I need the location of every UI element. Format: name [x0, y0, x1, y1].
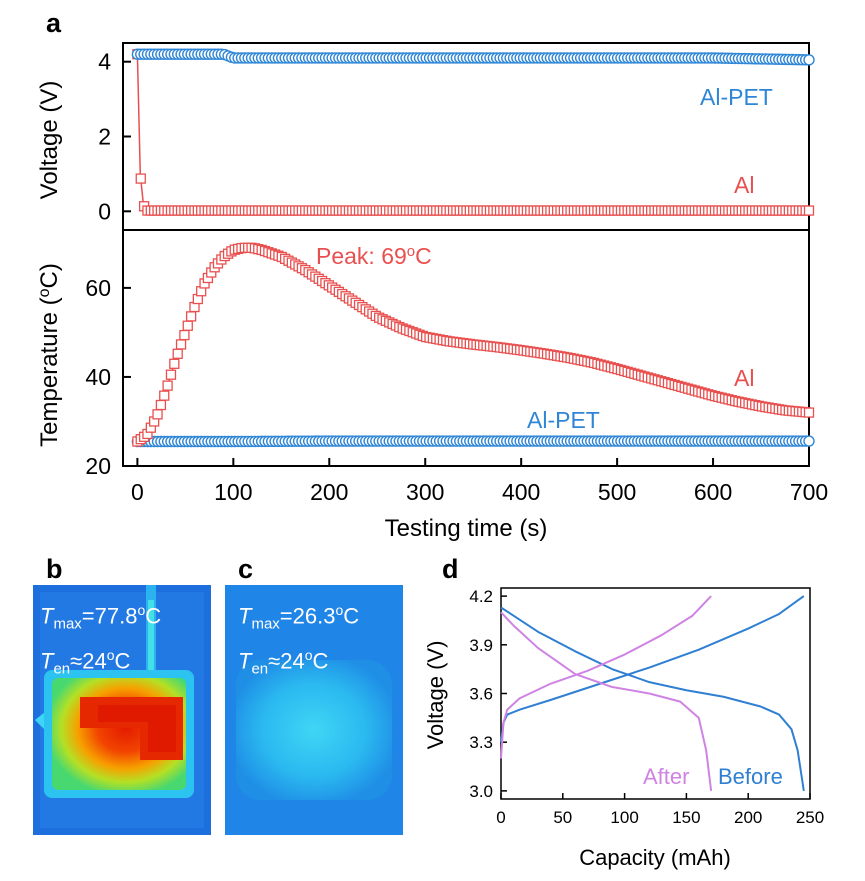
voltage-label-al-pet: Al-PET	[700, 84, 773, 110]
temperature-tick-label: 40	[85, 364, 111, 390]
thermal-image-b	[33, 585, 211, 835]
curve-after-charge	[500, 595, 712, 759]
thermal-image-c	[225, 585, 403, 835]
temperature-al-point	[165, 369, 177, 380]
capacity-voltage-axis-title: Voltage (V)	[423, 641, 448, 750]
panel-letter-d: d	[442, 554, 459, 584]
curve-label-before: Before	[718, 764, 783, 789]
time-tick-label: 300	[406, 479, 444, 505]
thermal-b-tmax: Tmax=77.8oC	[40, 602, 162, 633]
voltage-al-pet-point	[803, 54, 815, 66]
time-tick-label: 100	[214, 479, 252, 505]
temperature-al-point	[179, 329, 190, 341]
voltage-al-line	[136, 54, 809, 212]
thermal-c-ten: Ten≈24oC	[238, 646, 329, 678]
curve-label-after: After	[643, 764, 689, 789]
time-tick-label: 500	[598, 479, 636, 505]
temperature-al-point	[803, 407, 815, 418]
temperature-al-point	[152, 409, 163, 420]
voltage-al-series	[132, 49, 815, 216]
capacity-tick-label: 100	[610, 808, 638, 827]
capacity-tick-label: 200	[734, 808, 762, 827]
temperature-al-series	[132, 242, 815, 447]
thermal-b-text: Tmax=77.8oC Ten≈24oC	[40, 595, 161, 684]
panel-letter-c: c	[238, 554, 253, 584]
panel-a-ticks: 0 100 200 300 400 500 600 700 0 2 4 20 40 60	[85, 49, 828, 505]
time-tick-label: 700	[790, 479, 828, 505]
panel-letter-a: a	[46, 8, 62, 38]
temperature-al-point	[155, 399, 167, 411]
voltage-tick-label: 2	[98, 124, 111, 150]
time-tick-label: 400	[502, 479, 540, 505]
temperature-al-point	[175, 339, 187, 350]
temperature-axis-title: Temperature (oC)	[36, 263, 64, 447]
curve-after-discharge	[500, 611, 713, 792]
panel-d-ticks: 0 50 100 150 200 250 3.0 3.3 3.6 3.9 4.2	[469, 587, 824, 827]
capacity-voltage-tick-label: 3.6	[469, 685, 493, 704]
voltage-plot-frame	[122, 42, 810, 231]
temperature-al-point	[172, 348, 183, 359]
voltage-al-point	[803, 205, 815, 216]
thermal-c-tmax: Tmax=26.3oC	[238, 602, 360, 633]
capacity-tick-label: 0	[496, 808, 505, 827]
voltage-tick-label: 0	[98, 198, 111, 224]
capacity-tick-label: 50	[553, 808, 572, 827]
curve-before-discharge	[500, 606, 805, 792]
curve-before-charge	[500, 595, 805, 743]
panel-letter-b: b	[46, 554, 63, 584]
capacity-voltage-tick-label: 3.3	[469, 733, 493, 752]
time-tick-label: 600	[694, 479, 732, 505]
voltage-al-pet-series	[131, 48, 815, 66]
capacity-tick-label: 250	[796, 808, 824, 827]
temperature-al-point	[159, 390, 170, 401]
temperature-al-point	[182, 320, 193, 331]
temperature-al-point	[185, 311, 197, 322]
thermal-c-text: Tmax=26.3oC Ten≈24oC	[238, 595, 359, 684]
voltage-label-al: Al	[734, 172, 754, 198]
temperature-al-point	[162, 380, 173, 391]
panel-d-data	[500, 595, 805, 792]
voltage-al-point	[135, 173, 146, 184]
temperature-label-al-pet: Al-PET	[527, 407, 600, 433]
temperature-tick-label: 20	[85, 453, 111, 479]
voltage-axis-title: Voltage (V)	[36, 81, 63, 200]
voltage-tick-label: 4	[98, 49, 111, 75]
time-tick-label: 0	[131, 479, 144, 505]
thermal-b-ten: Ten≈24oC	[40, 646, 131, 678]
time-axis-title: Testing time (s)	[385, 515, 548, 542]
temperature-al-pet-point	[803, 435, 815, 447]
temperature-al-pet-series	[131, 435, 815, 448]
temperature-label-al: Al	[734, 365, 754, 391]
capacity-voltage-tick-label: 3.0	[469, 782, 493, 801]
temperature-plot-frame	[122, 229, 810, 467]
capacity-tick-label: 150	[672, 808, 700, 827]
temperature-tick-label: 60	[85, 275, 111, 301]
time-tick-label: 200	[310, 479, 348, 505]
peak-annotation: Peak: 69oC	[316, 243, 432, 270]
panel-a-data	[131, 48, 815, 448]
temperature-al-point	[169, 358, 180, 369]
capacity-voltage-tick-label: 4.2	[469, 587, 493, 606]
capacity-axis-title: Capacity (mAh)	[579, 845, 731, 870]
capacity-voltage-tick-label: 3.9	[469, 636, 493, 655]
